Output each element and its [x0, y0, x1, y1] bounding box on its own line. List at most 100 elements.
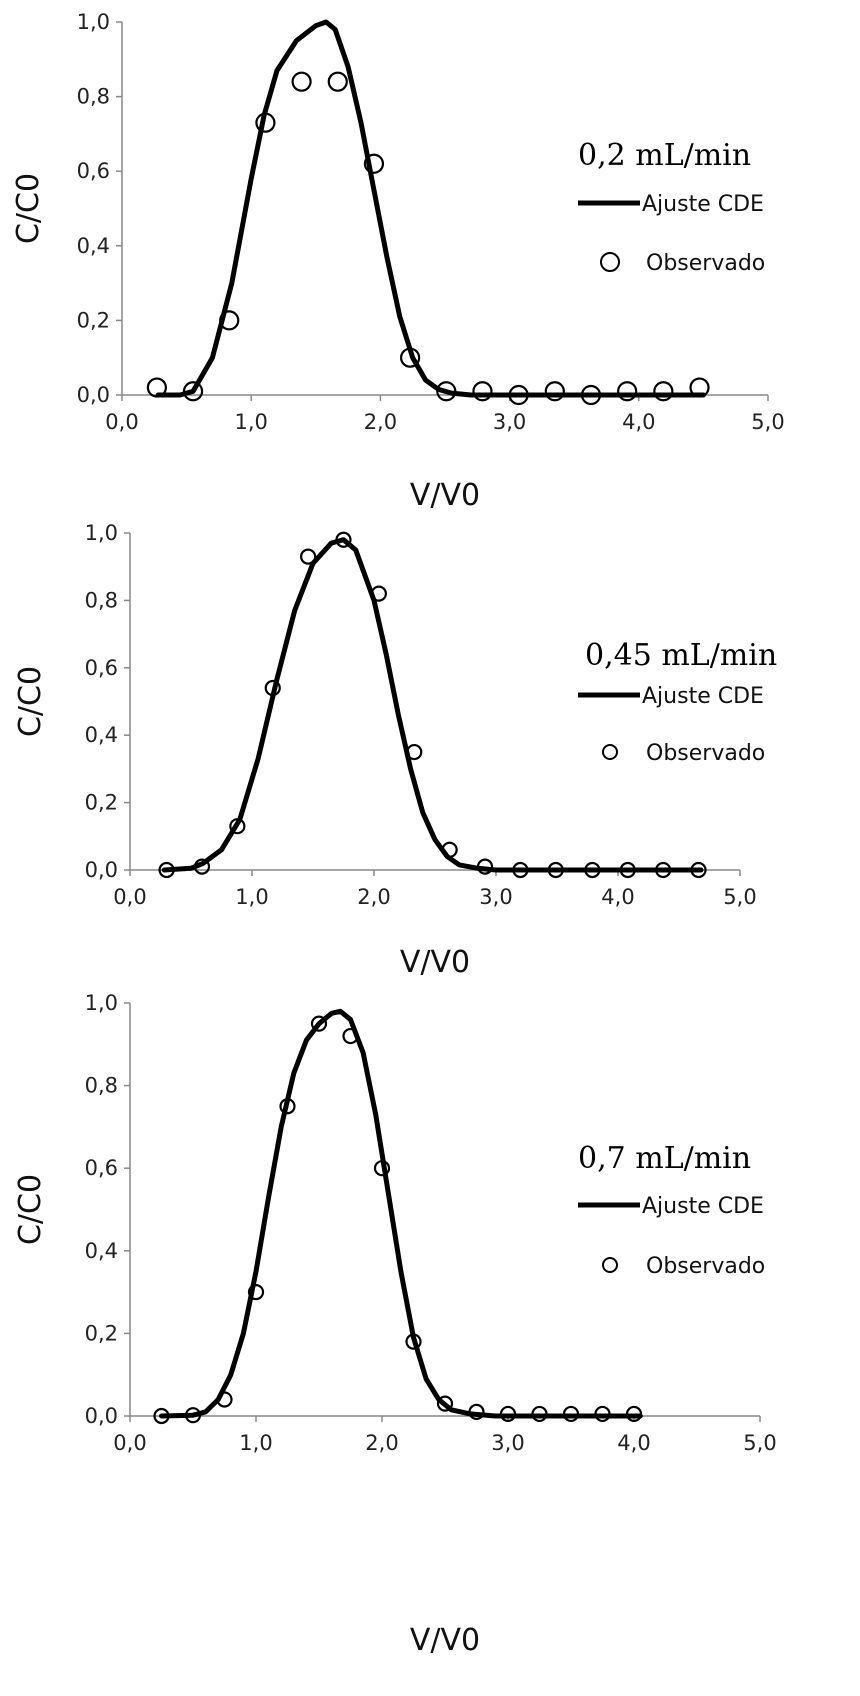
legend-label-observed: Observado [646, 741, 765, 766]
observed-point [468, 1403, 485, 1420]
x-tick-label: 2,0 [364, 410, 397, 434]
observed-point [405, 1333, 422, 1350]
observed-point [216, 1391, 233, 1408]
observed-point [544, 381, 565, 402]
x-tick-label: 1,0 [239, 1431, 272, 1455]
observed-point [264, 679, 281, 697]
observed-point [584, 861, 601, 879]
observed-point [476, 858, 494, 875]
legend-label-fit: Ajuste CDE [642, 684, 764, 709]
observed-point [594, 1405, 611, 1423]
fit-curve-line [155, 19, 706, 398]
chart-panel-1: 0,0 0,2 0,4 0,6 0,8 1,0 0,0 1,0 2,0 3,0 4,0 5,0 V/V0… [11, 10, 785, 513]
y-tick-label: 0,0 [85, 1404, 118, 1428]
y-axis-title: C/C0 [11, 173, 46, 244]
x-tick-label: 2,0 [365, 1431, 398, 1455]
legend-marker-swatch [602, 744, 618, 760]
observed-point [436, 381, 457, 402]
observed-point [580, 384, 602, 406]
y-tick-label: 0,6 [85, 656, 118, 680]
observed-point [531, 1405, 548, 1423]
y-tick-label: 0,6 [85, 1156, 118, 1180]
x-tick-label: 3,0 [479, 885, 512, 909]
x-tick-label: 1,0 [234, 410, 267, 434]
legend-label-observed: Observado [646, 251, 765, 276]
observed-point [441, 841, 458, 858]
observed-point [370, 585, 387, 602]
y-tick-label: 0,4 [85, 723, 118, 747]
observed-point [508, 384, 529, 406]
observed-point [617, 381, 638, 402]
y-tick-label: 0,2 [85, 791, 118, 815]
observed-point [182, 381, 204, 402]
y-tick-label: 0,8 [85, 1074, 118, 1098]
observed-point [689, 377, 710, 398]
observed-point [653, 381, 674, 402]
y-tick-label: 1,0 [85, 991, 118, 1015]
y-tick-label: 0,8 [85, 588, 118, 612]
observed-point [619, 861, 636, 879]
x-tick-label: 5,0 [751, 410, 784, 434]
observed-point [655, 861, 672, 879]
observed-point [247, 1283, 265, 1301]
observed-point [255, 112, 276, 133]
observed-point [625, 1405, 643, 1423]
x-tick-label: 4,0 [617, 1431, 650, 1455]
x-axis-title: V/V0 [400, 945, 470, 980]
legend-label-fit: Ajuste CDE [642, 1194, 764, 1219]
y-axis-title: C/C0 [13, 666, 48, 737]
fit-curve-line [161, 537, 704, 873]
x-tick-label: 0,0 [113, 1431, 146, 1455]
chart-panel-2: 0,0 0,2 0,4 0,6 0,8 1,0 0,0 1,0 2,0 3,0 4,0 5,0 V/V0… [13, 521, 777, 980]
observed-point [279, 1098, 296, 1115]
x-tick-label: 3,0 [493, 410, 526, 434]
observed-point [547, 861, 564, 879]
x-tick-label: 5,0 [723, 885, 756, 909]
observed-point [184, 1407, 202, 1424]
observed-point [327, 71, 348, 92]
y-tick-label: 0,2 [77, 308, 110, 332]
observed-point [406, 743, 423, 761]
x-tick-label: 4,0 [601, 885, 634, 909]
observed-point [310, 1015, 328, 1032]
observed-point [146, 377, 167, 398]
y-tick-label: 0,4 [85, 1239, 118, 1263]
y-axis-title: C/C0 [13, 1174, 48, 1245]
observed-point [373, 1160, 391, 1177]
x-axis-title: V/V0 [410, 1623, 480, 1658]
observed-point [335, 531, 352, 548]
legend-label-observed: Observado [646, 1254, 765, 1279]
y-tick-label: 0,0 [85, 858, 118, 882]
panel-title: 0,2 mL/min [578, 138, 751, 173]
x-tick-label: 3,0 [491, 1431, 524, 1455]
x-axis-title: V/V0 [410, 478, 480, 513]
y-tick-label: 0,2 [85, 1321, 118, 1345]
observed-point [193, 858, 211, 875]
observed-point [400, 347, 421, 368]
observed-point [363, 153, 385, 174]
observed-point [512, 861, 529, 879]
x-tick-label: 5,0 [743, 1431, 776, 1455]
fit-curve-line [159, 1008, 643, 1419]
x-tick-label: 2,0 [357, 885, 390, 909]
observed-point [690, 861, 707, 879]
observed-point [562, 1405, 580, 1423]
x-tick-label: 0,0 [113, 885, 146, 909]
chart-panel-3: 0,0 0,2 0,4 0,6 0,8 1,0 0,0 1,0 2,0 3,0 4,0 5,0 V/V0… [13, 991, 777, 1658]
y-tick-label: 0,4 [77, 234, 110, 258]
y-tick-label: 0,0 [77, 383, 110, 407]
observed-point [300, 548, 317, 565]
observed-point [158, 861, 175, 879]
y-tick-label: 1,0 [77, 10, 110, 34]
observed-point [291, 71, 312, 92]
y-tick-label: 1,0 [85, 521, 118, 545]
observed-point [153, 1407, 170, 1425]
x-tick-label: 0,0 [105, 410, 138, 434]
legend-label-fit: Ajuste CDE [642, 192, 764, 217]
x-tick-label: 4,0 [622, 410, 655, 434]
legend-marker-swatch [600, 252, 620, 272]
y-tick-label: 0,6 [77, 159, 110, 183]
legend-marker-swatch [602, 1257, 618, 1273]
observed-point [472, 381, 493, 402]
